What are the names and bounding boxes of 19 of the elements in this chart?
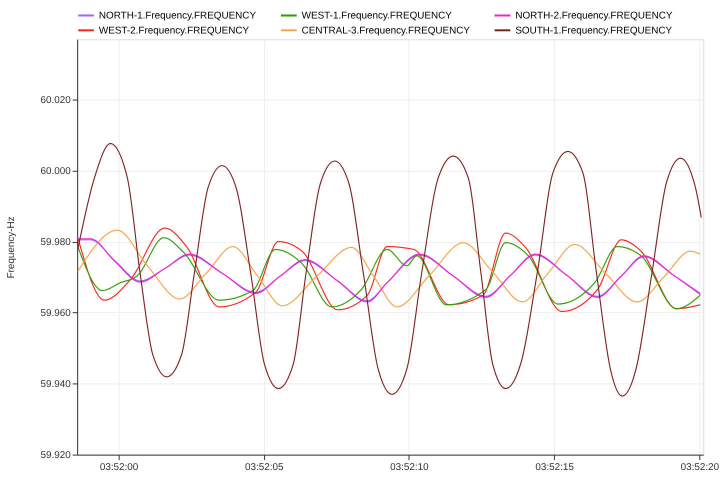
line-series — [77, 143, 702, 397]
y-axis-title: Frequency-Hz — [6, 216, 17, 278]
x-tick-label: 03:52:10 — [390, 462, 430, 473]
x-tick-label: 03:52:05 — [245, 462, 284, 473]
legend-label: CENTRAL-3.Frequency.FREQUENCY — [302, 25, 470, 36]
legend-label: NORTH-2.Frequency.FREQUENCY — [515, 10, 673, 22]
y-tick-label: 59.940 — [40, 379, 72, 390]
y-tick-label: 60.020 — [40, 95, 72, 106]
x-tick-label: 03:52:20 — [680, 462, 720, 473]
y-tick-label: 60.000 — [40, 166, 72, 178]
x-tick-label: 03:52:15 — [535, 462, 574, 473]
x-tick-label: 03:52:00 — [100, 462, 139, 473]
y-tick-label: 59.920 — [40, 450, 72, 462]
legend-label: SOUTH-1.Frequency.FREQUENCY — [515, 25, 672, 36]
y-tick-label: 59.960 — [40, 308, 72, 320]
legend-label: WEST-1.Frequency.FREQUENCY — [302, 10, 452, 22]
legend-label: WEST-2.Frequency.FREQUENCY — [98, 25, 250, 36]
y-tick-label: 59.980 — [40, 237, 72, 248]
legend-label: NORTH-1.Frequency.FREQUENCY — [98, 10, 256, 22]
